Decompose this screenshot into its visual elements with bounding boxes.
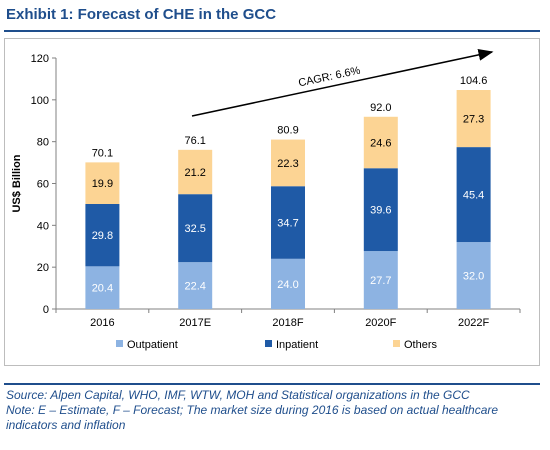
bar-value-label: 22.4 [184,281,205,293]
legend-label-outpatient: Outpatient [127,339,178,351]
bar-inpatient [85,203,120,267]
y-tick-label: 60 [37,179,49,191]
source-notes: Source: Alpen Capital, WHO, IMF, WTW, MO… [6,388,540,433]
source-label: Source: [6,388,48,402]
note-label: Note: [6,403,35,417]
note-text: E – Estimate, F – Forecast; The market s… [6,403,499,432]
bar-value-label: 29.8 [92,230,113,242]
legend-label-others: Others [404,339,438,351]
bar-total-label: 104.6 [460,75,488,87]
x-tick-label: 2020F [365,317,396,329]
bar-value-label: 32.0 [463,271,484,283]
y-tick-label: 120 [31,53,49,65]
legend-swatch-others [393,340,400,347]
y-axis-title: US$ Billion [11,154,23,212]
bar-others [363,116,398,169]
bar-total-label: 80.9 [277,125,298,137]
bar-value-label: 32.5 [184,223,205,235]
bar-total-label: 70.1 [92,147,113,159]
bar-value-label: 24.6 [370,138,391,150]
bar-value-label: 45.4 [463,190,484,202]
x-tick-label: 2022F [458,317,489,329]
y-tick-label: 40 [37,220,49,232]
bar-inpatient [271,186,305,259]
source-line: Source: Alpen Capital, WHO, IMF, WTW, MO… [6,388,540,403]
source-text: Alpen Capital, WHO, IMF, WTW, MOH and St… [47,388,470,402]
chart-frame [4,38,540,366]
bar-others [85,162,120,204]
footer-divider [4,383,540,385]
x-tick-label: 2017E [179,317,211,329]
bar-total-label: 92.0 [370,102,391,114]
bar-inpatient [178,194,213,263]
bar-value-label: 19.9 [92,178,113,190]
note-line: Note: E – Estimate, F – Forecast; The ma… [6,403,540,433]
bar-total-label: 76.1 [184,135,205,147]
bar-value-label: 20.4 [92,283,113,295]
y-tick-label: 80 [37,137,49,149]
bar-value-label: 34.7 [277,218,298,230]
stacked-bar-chart: 0 20 40 60 80 100 120 US$ Billion 20.4 29.8 19.9 70… [11,48,521,351]
legend-swatch-outpatient [116,340,123,347]
bar-outpatient [456,242,491,309]
bar-outpatient [271,258,305,309]
bar-inpatient [456,147,491,243]
legend-label-inpatient: Inpatient [276,339,318,351]
bar-inpatient [363,168,398,252]
bar-others [271,139,305,187]
bar-outpatient [178,262,213,309]
bar-others [178,149,213,195]
bar-value-label: 27.7 [370,275,391,287]
bar-value-label: 27.3 [463,114,484,126]
exhibit-title: Exhibit 1: Forecast of CHE in the GCC [6,6,277,23]
bar-others [456,90,491,148]
bar-value-label: 24.0 [277,279,298,291]
title-divider [4,30,540,32]
legend-swatch-inpatient [265,340,272,347]
bar-value-label: 39.6 [370,205,391,217]
bar-value-label: 22.3 [277,158,298,170]
cagr-arrow [191,48,494,117]
x-tick-label: 2016 [90,317,114,329]
y-tick-label: 0 [43,304,49,316]
y-tick-label: 20 [37,262,49,274]
bar-outpatient [363,251,398,309]
bar-value-label: 21.2 [184,167,205,179]
y-tick-label: 100 [31,95,49,107]
bar-outpatient [85,266,120,309]
x-tick-label: 2018F [272,317,303,329]
cagr-annotation: CAGR: 6.6% [297,65,361,90]
